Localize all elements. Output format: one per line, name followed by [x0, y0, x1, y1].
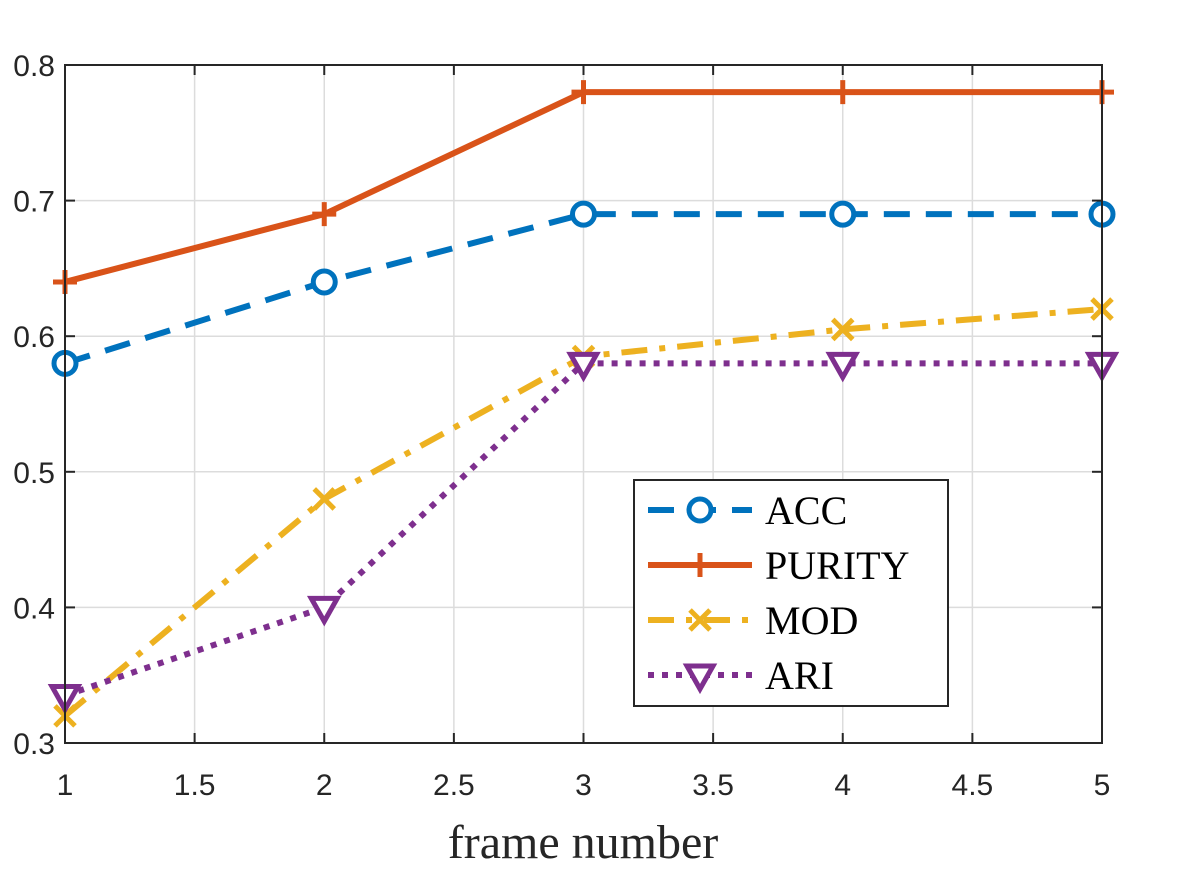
y-tick-label: 0.8: [13, 50, 55, 83]
legend-label-purity: PURITY: [765, 543, 909, 588]
data-point-mod: [830, 317, 855, 342]
x-tick-label: 4: [834, 769, 851, 802]
data-point-ari: [306, 595, 342, 627]
y-tick-label: 0.3: [13, 728, 55, 761]
series-acc: [51, 200, 1116, 377]
legend-entries: ACC PURITY MOD ARI: [648, 488, 909, 698]
legend-marker-acc: [686, 496, 714, 524]
data-point-ari: [566, 351, 601, 383]
data-point-purity: [830, 80, 855, 105]
x-tick-label: 5: [1094, 769, 1111, 802]
series-layer: [47, 80, 1120, 728]
legend-entry-acc: ACC: [648, 488, 847, 533]
y-tick-labels: 0.3 0.4 0.5 0.6 0.7 0.8: [13, 50, 55, 761]
x-tick-label: 2: [316, 769, 333, 802]
legend-label-acc: ACC: [765, 488, 847, 533]
series-line-ari: [64, 360, 1102, 699]
legend-label-mod: MOD: [765, 598, 858, 643]
legend-entry-ari: ARI: [648, 653, 834, 698]
data-point-purity: [571, 80, 596, 105]
x-axis-label: frame number: [448, 816, 719, 869]
x-tick-label: 4.5: [952, 769, 994, 802]
x-tick-label: 1: [57, 769, 74, 802]
x-tick-label: 1.5: [174, 769, 216, 802]
x-tick-label: 3: [575, 769, 592, 802]
data-point-acc: [570, 200, 597, 228]
y-tick-label: 0.6: [13, 321, 55, 354]
data-point-purity: [312, 202, 337, 227]
legend-entry-mod: MOD: [648, 598, 858, 643]
legend: ACC PURITY MOD ARI: [633, 479, 949, 707]
y-tick-label: 0.7: [13, 186, 55, 219]
data-point-ari: [825, 351, 861, 383]
x-tick-label: 3.5: [692, 769, 734, 802]
x-tick-labels: 1 1.5 2 2.5 3 3.5 4 4.5 5: [57, 769, 1111, 802]
legend-label-ari: ARI: [765, 653, 834, 698]
y-tick-label: 0.4: [13, 592, 55, 625]
series-line-acc: [64, 211, 1102, 367]
y-tick-label: 0.5: [13, 457, 55, 490]
legend-marker-mod: [688, 608, 712, 632]
data-point-acc: [829, 200, 857, 228]
legend-marker-purity: [688, 553, 712, 577]
data-point-acc: [310, 268, 338, 296]
data-point-mod: [312, 487, 337, 511]
legend-entry-purity: PURITY: [648, 543, 909, 588]
x-tick-label: 2.5: [433, 769, 475, 802]
axis-ticks: [64, 64, 1103, 744]
legend-marker-ari: [682, 663, 718, 695]
